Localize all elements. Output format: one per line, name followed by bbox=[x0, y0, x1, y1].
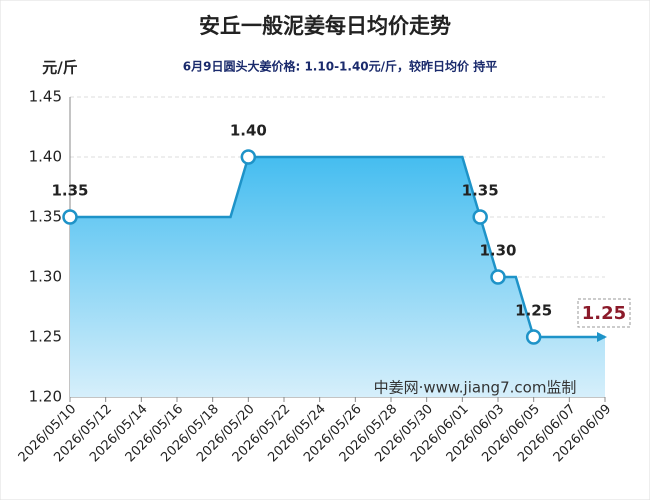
y-tick-label: 1.40 bbox=[29, 148, 62, 166]
value-label: 1.35 bbox=[462, 182, 499, 200]
watermark: 中姜网·www.jiang7.com监制 bbox=[374, 379, 577, 397]
point-marker bbox=[525, 329, 542, 345]
y-tick-label: 1.45 bbox=[29, 88, 62, 106]
point-marker bbox=[472, 209, 488, 225]
value-label: 1.35 bbox=[51, 182, 88, 200]
value-label: 1.25 bbox=[515, 302, 552, 320]
y-tick-label: 1.20 bbox=[29, 388, 62, 406]
arrow-head bbox=[597, 332, 607, 342]
chart-title: 安丘一般泥姜每日均价走势 bbox=[199, 14, 451, 38]
line bbox=[70, 155, 605, 339]
point-marker bbox=[240, 149, 257, 165]
y-tick-label: 1.35 bbox=[29, 208, 62, 226]
y-tick-label: 1.25 bbox=[29, 328, 62, 346]
end-value-label: 1.25 bbox=[582, 303, 626, 324]
value-label: 1.40 bbox=[230, 122, 267, 140]
y-axis-label: 元/斤 bbox=[42, 59, 77, 77]
end-label-box bbox=[577, 298, 631, 328]
value-label: 1.30 bbox=[479, 242, 516, 260]
point-marker bbox=[490, 269, 506, 285]
subtitle: 6月9日圆头大姜价格: 1.10-1.40元/斤，较昨日均价 持平 bbox=[183, 59, 497, 74]
y-tick-label: 1.30 bbox=[29, 268, 62, 286]
point-marker bbox=[62, 209, 78, 225]
